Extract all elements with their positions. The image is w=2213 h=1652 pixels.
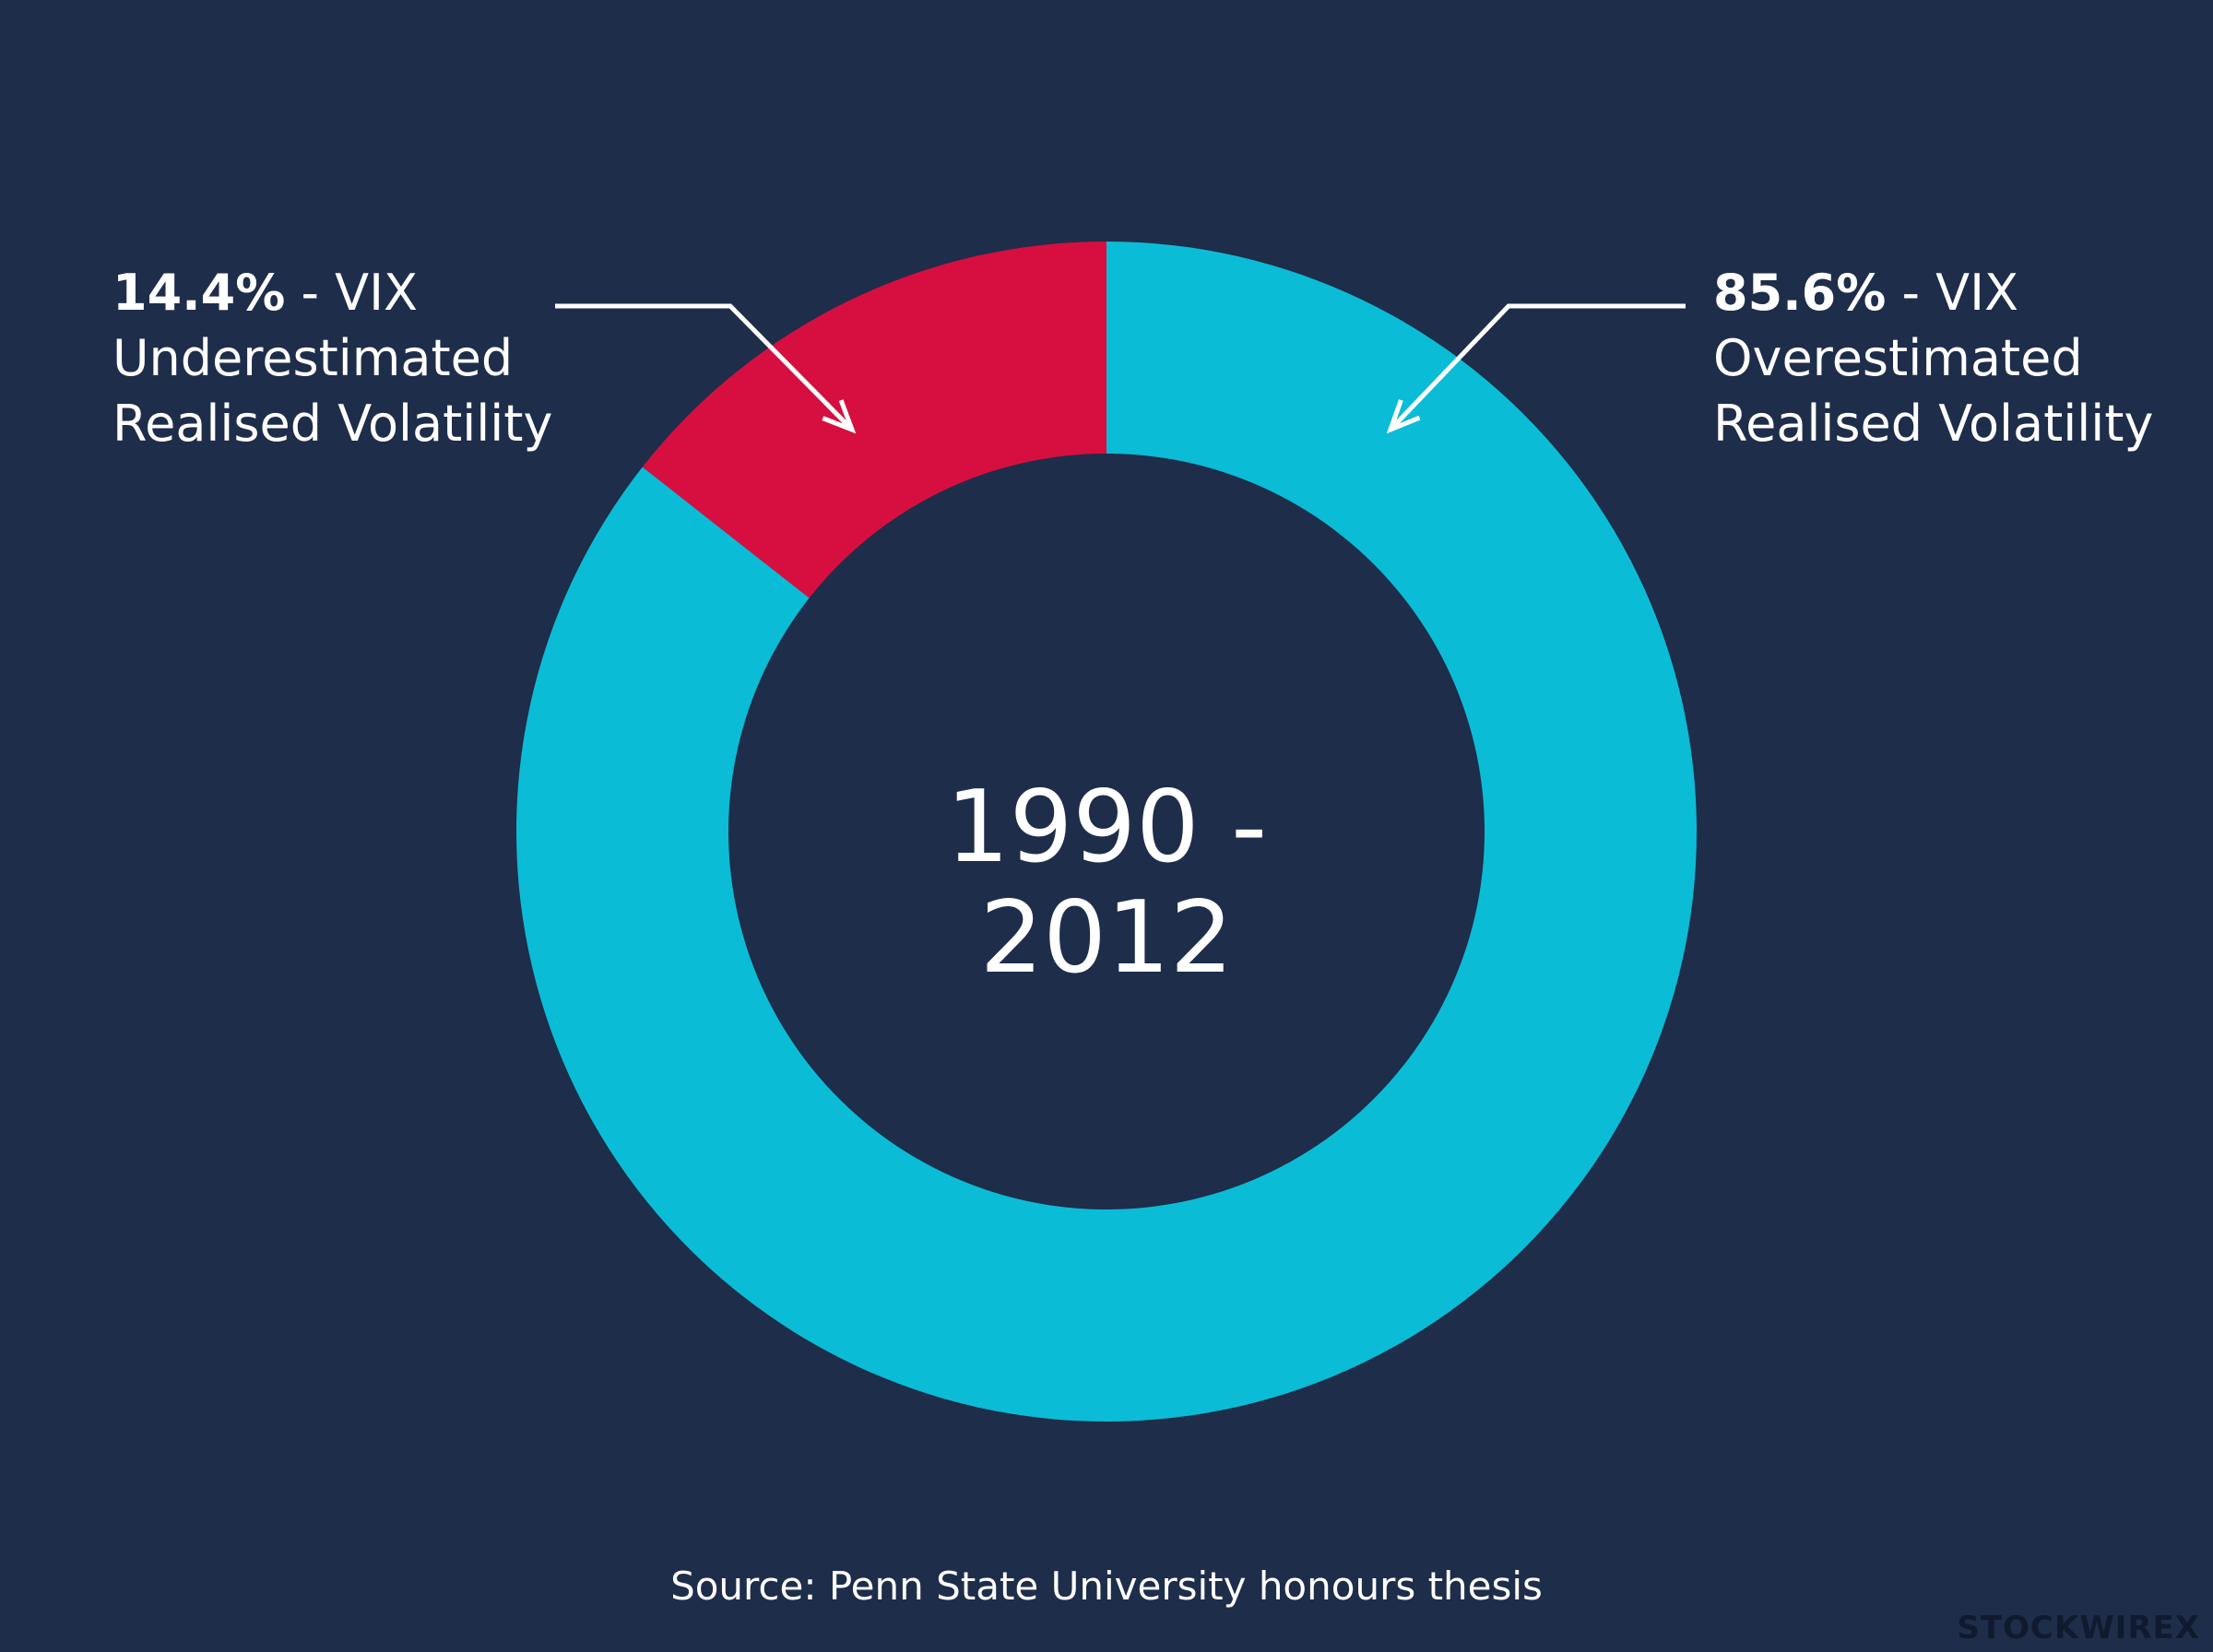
period-label: 1990 - 2012	[945, 770, 1268, 996]
underestimated-slice	[642, 242, 1106, 598]
underestimated-line-2: Realised Volatility	[112, 395, 553, 453]
underestimated-vix-label: - VIX	[285, 264, 419, 322]
callout-arrows	[555, 303, 1686, 434]
overestimated-line-1: Overestimated	[1713, 329, 2083, 387]
overestimated-line-2: Realised Volatility	[1713, 395, 2154, 453]
stockwirex-logo: STOCKWIREX	[1957, 1610, 2200, 1646]
underestimated-line-1: Underestimated	[112, 329, 514, 387]
overestimated-slice	[516, 242, 1698, 1422]
overestimated-callout: 85.6% - VIX Overestimated Realised Volat…	[1713, 260, 2153, 456]
underestimated-percent: 14.4%	[112, 264, 286, 322]
overestimated-vix-label: - VIX	[1886, 264, 2019, 322]
overestimated-percent: 85.6%	[1713, 264, 1887, 322]
underestimated-arrow	[555, 303, 857, 434]
source-note: Source: Penn State University honours th…	[670, 1564, 1543, 1609]
underestimated-callout: 14.4% - VIX Underestimated Realised Vola…	[112, 260, 552, 456]
donut-slices	[516, 242, 1698, 1422]
overestimated-arrow	[1386, 303, 1686, 434]
